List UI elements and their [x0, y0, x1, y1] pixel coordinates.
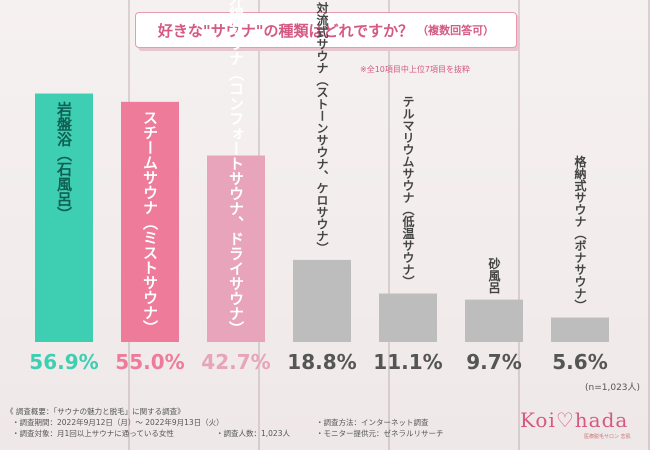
category-label-5: テルマリウムサウナ（低温サウナ） [401, 96, 415, 288]
koihada-logo: Koi♡hada 医療脱毛サロン 恋肌 [520, 408, 631, 440]
value-label-2: 55.0% [115, 350, 184, 374]
bar-7 [551, 317, 609, 342]
value-label-6: 9.7% [466, 350, 521, 374]
value-label-1: 56.9% [29, 350, 98, 374]
category-label-2: スチームサウナ（ミストサウナ） [141, 110, 159, 335]
category-label-6: 砂風呂 [487, 256, 501, 294]
excerpt-note: ※全10項目中上位7項目を抜粋 [360, 65, 470, 74]
footer-method: ・調査方法：インターネット調査 [316, 418, 429, 427]
chart-title: 好きな"サウナ"の種類はどれですか？ [157, 21, 414, 40]
sample-size-note: (n=1,023人) [585, 383, 641, 393]
value-label-3: 42.7% [201, 350, 270, 374]
category-label-3: 赤外線サウナ（コンフォートサウナ、ドライサウナ） [227, 0, 245, 336]
bar-3 [207, 155, 265, 342]
value-label-4: 18.8% [287, 350, 356, 374]
footer-heading: 《 調査概要：「サウナの魅力と脱毛」に関する調査》 [6, 407, 185, 416]
chart-title-box: 好きな"サウナ"の種類はどれですか？ （複数回答可） [135, 12, 517, 48]
value-label-5: 11.1% [373, 350, 442, 374]
footer-period: ・調査期間：2022年9月12日（月）〜 2022年9月13日（火） [12, 418, 224, 427]
bar-4 [293, 259, 351, 342]
category-label-4: 対流式サウナ（ストーンサウナ、ケロサウナ） [315, 0, 329, 253]
category-label-1: 岩盤浴（石風呂） [55, 101, 73, 222]
footer-target: ・調査対象：月1回以上サウナに通っている女性 [12, 429, 174, 438]
bar-chart: 岩盤浴（石風呂） 56.9% スチームサウナ（ミストサウナ） 55.0% 赤外線サウナ（… [29, 0, 609, 374]
footer-count: ・調査人数：1,023人 [216, 429, 290, 438]
category-label-7: 格納式サウナ（ボナサウナ） [573, 154, 587, 311]
value-label-7: 5.6% [552, 350, 607, 374]
bar-6 [465, 299, 523, 342]
bar-2 [121, 101, 179, 342]
footer-provider: ・モニター提供元：ゼネラルリサーチ [316, 429, 444, 438]
chart-subtitle: （複数回答可） [417, 24, 495, 37]
logo-text: Koi♡hada [520, 408, 629, 432]
bar-1 [35, 93, 93, 342]
bar-5 [379, 293, 437, 342]
logo-tagline: 医療脱毛サロン 恋肌 [584, 434, 631, 440]
survey-footer: 《 調査概要：「サウナの魅力と脱毛」に関する調査》 ・調査期間：2022年9月1… [6, 406, 444, 439]
